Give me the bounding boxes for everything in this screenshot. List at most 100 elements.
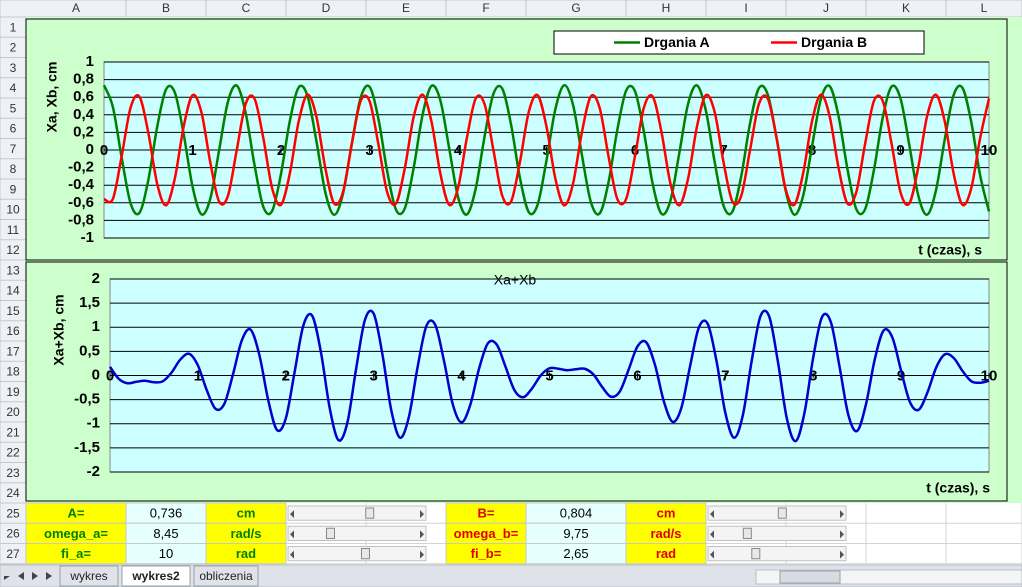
column-header: G — [571, 1, 580, 15]
y-tick-label: 1 — [86, 53, 94, 70]
nav-first[interactable] — [4, 572, 10, 580]
y-tick-label: -2 — [87, 463, 100, 480]
scroll-arrow-right — [840, 510, 844, 519]
row-header: 12 — [6, 243, 20, 257]
scroll-arrow-left — [290, 510, 294, 519]
nav-next[interactable] — [32, 572, 38, 580]
row-header: 5 — [10, 101, 17, 115]
scroll-arrow-left — [710, 550, 714, 559]
row-header: 9 — [10, 182, 17, 196]
x-tick-label: 5 — [542, 142, 550, 159]
scroll-arrow-left — [290, 550, 294, 559]
row-header: 21 — [6, 425, 20, 439]
x-tick-label: 6 — [633, 367, 641, 384]
row-header: 11 — [7, 223, 20, 237]
y-tick-label: -0,5 — [74, 391, 100, 408]
scroll-thumb[interactable] — [360, 548, 370, 560]
y-tick-label: -1,5 — [74, 439, 100, 456]
control-value: 9,75 — [563, 526, 588, 541]
control-unit: cm — [657, 506, 676, 521]
x-tick-label: 2 — [277, 142, 285, 159]
cell-unit — [625, 543, 707, 565]
scroll-arrow-right — [840, 550, 844, 559]
row-header: 18 — [6, 365, 20, 379]
x-tick-label: 4 — [457, 367, 466, 384]
y-tick-label: 0,6 — [73, 88, 94, 105]
control-value: 2,65 — [563, 546, 588, 561]
scrollbar-track[interactable] — [707, 546, 847, 562]
cell-unit — [205, 543, 287, 565]
column-header: A — [72, 1, 80, 15]
nav-last[interactable] — [46, 572, 52, 580]
data-line — [108, 309, 990, 443]
control-label: omega_a= — [44, 526, 108, 541]
column-header: D — [322, 1, 331, 15]
control-value: 0,804 — [560, 506, 593, 521]
sheet-tab[interactable] — [59, 565, 119, 587]
column-header: H — [662, 1, 671, 15]
scroll-thumb[interactable] — [326, 527, 335, 539]
row-header: 4 — [10, 81, 17, 95]
row-header: 22 — [6, 446, 20, 460]
row-header: 17 — [6, 344, 20, 358]
sheet-tab-label[interactable]: wykres — [69, 569, 107, 583]
row-header: 23 — [6, 466, 20, 480]
control-value: 8,45 — [153, 526, 178, 541]
y-tick-label: -1 — [81, 229, 94, 246]
scroll-arrow-left — [710, 530, 714, 539]
control-label: fi_a= — [61, 546, 91, 561]
column-header: L — [981, 1, 988, 15]
scroll-thumb[interactable] — [742, 527, 752, 539]
y-tick-label: 0,5 — [79, 342, 100, 359]
x-tick-label: 3 — [365, 142, 373, 159]
control-label: fi_b= — [471, 546, 502, 561]
x-tick-label: 0 — [100, 142, 108, 159]
sheet-tab-label[interactable]: wykres2 — [131, 569, 180, 583]
scrollbar-track[interactable] — [707, 525, 847, 541]
control-unit: rad — [236, 546, 256, 561]
column-header: K — [902, 1, 910, 15]
scroll-thumb[interactable] — [777, 507, 787, 519]
x-tick-label: 2 — [282, 367, 290, 384]
y-tick-label: -0,2 — [68, 159, 94, 176]
column-header: C — [242, 1, 251, 15]
row-header: 15 — [6, 304, 20, 318]
scrollbar-track[interactable] — [287, 525, 427, 541]
nav-prev[interactable] — [18, 572, 24, 580]
y-tick-label: -0,4 — [68, 176, 95, 193]
x-tick-label: 9 — [896, 142, 904, 159]
scroll-thumb[interactable] — [365, 507, 375, 519]
y-tick-label: -0,6 — [68, 194, 94, 211]
y-tick-label: -0,8 — [68, 211, 94, 228]
data-line — [103, 93, 991, 207]
x-tick-label: 10 — [981, 142, 998, 159]
scrollbar-track[interactable] — [287, 546, 427, 562]
x-tick-label: 10 — [981, 367, 998, 384]
row-header: 8 — [10, 162, 17, 176]
tab-navigation[interactable] — [4, 572, 52, 580]
control-unit: rad/s — [650, 526, 681, 541]
chart-title: Xa+Xb — [494, 272, 537, 288]
row-header: 14 — [6, 284, 20, 298]
x-tick-label: 0 — [106, 367, 114, 384]
x-axis-title: t (czas), s — [918, 242, 982, 258]
legend-box — [553, 30, 925, 55]
y-tick-label: 0 — [92, 366, 100, 383]
row-header: 6 — [10, 122, 17, 136]
column-header: J — [823, 1, 829, 15]
scrollbar-track[interactable] — [707, 505, 847, 521]
x-tick-label: 9 — [897, 367, 905, 384]
horizontal-scroll-thumb[interactable] — [779, 570, 841, 584]
sheet-tab-label[interactable]: obliczenia — [199, 569, 253, 583]
y-axis-title: Xa, Xb, cm — [44, 62, 60, 133]
scroll-thumb[interactable] — [751, 548, 761, 560]
scroll-arrow-right — [420, 530, 424, 539]
x-tick-label: 1 — [188, 142, 196, 159]
x-tick-label: 7 — [721, 367, 729, 384]
row-header: 13 — [6, 263, 20, 277]
column-header: I — [744, 1, 747, 15]
sheet-tab[interactable] — [121, 565, 191, 587]
scrollbar-track[interactable] — [287, 505, 427, 521]
sheet-tab[interactable] — [193, 565, 259, 587]
